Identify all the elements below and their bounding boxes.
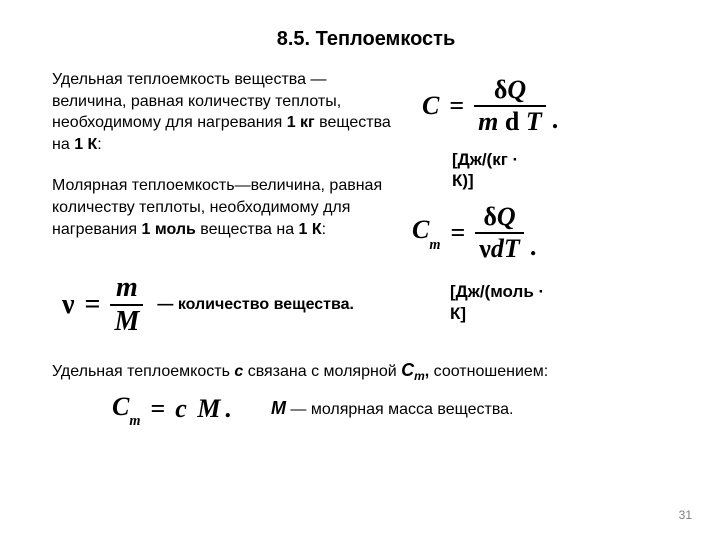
equals-sign: = bbox=[150, 394, 165, 424]
denominator: νdT bbox=[475, 234, 524, 264]
equals-sign: = bbox=[449, 91, 464, 121]
period: . bbox=[224, 394, 231, 424]
molar-mass-label: М — молярная масса вещества. bbox=[271, 398, 514, 419]
text-specific-heat: Удельная теплоемкость вещества — величин… bbox=[52, 69, 392, 240]
formula-lhs: Cm bbox=[412, 215, 440, 249]
formula-relation: Cm = c M. bbox=[112, 392, 231, 426]
Q-symbol: Q bbox=[497, 202, 516, 231]
page-number: 31 bbox=[679, 508, 692, 522]
delta-symbol: δ bbox=[494, 75, 508, 104]
formula-nu: ν = m M bbox=[62, 272, 143, 338]
denominator: M bbox=[110, 306, 143, 338]
Q-symbol: Q bbox=[507, 75, 526, 104]
slide-page: 8.5. Теплоемкость Удельная теплоемкость … bbox=[0, 0, 720, 540]
unit-specific-heat: [Дж/(кг · К)] bbox=[452, 149, 572, 192]
nu-symbol: ν bbox=[62, 289, 75, 321]
formula-molar-heat: Cm = δQ νdT . bbox=[412, 202, 536, 264]
formula-rhs: c M bbox=[175, 394, 222, 424]
row-relation: Cm = c M. М — молярная масса вещества. bbox=[52, 392, 680, 426]
unit-line1: [Дж/(моль · bbox=[450, 281, 610, 302]
unit-line1: [Дж/(кг · bbox=[452, 149, 572, 170]
nu-description: — количество вещества. bbox=[157, 296, 354, 314]
row-specific-heat: Удельная теплоемкость вещества — величин… bbox=[52, 69, 680, 264]
row-amount-of-substance: ν = m M — количество вещества. [Дж/(моль… bbox=[52, 272, 680, 338]
numerator: m bbox=[112, 272, 142, 304]
denominator: m d T bbox=[474, 107, 546, 137]
unit-line2: К] bbox=[450, 303, 610, 324]
section-title: 8.5. Теплоемкость bbox=[52, 28, 680, 51]
fraction: δQ m d T bbox=[474, 75, 546, 137]
delta-symbol: δ bbox=[483, 202, 497, 231]
equals-sign: = bbox=[85, 289, 101, 321]
period: . bbox=[530, 232, 537, 262]
fraction: δQ νdT bbox=[475, 202, 524, 264]
relation-text: Удельная теплоемкость с связана с молярн… bbox=[52, 358, 680, 384]
formula-specific-heat: C = δQ m d T . bbox=[422, 75, 558, 137]
unit-line2: К)] bbox=[452, 170, 572, 191]
equals-sign: = bbox=[450, 218, 465, 248]
unit-molar-heat: [Дж/(моль · К] bbox=[450, 281, 610, 324]
formula-column: C = δQ m d T . [Дж/(кг · К)] Cm bbox=[392, 69, 680, 264]
fraction: m M bbox=[110, 272, 143, 338]
period: . bbox=[552, 105, 559, 135]
formula-lhs: C bbox=[422, 91, 439, 121]
formula-lhs: Cm bbox=[112, 392, 140, 426]
